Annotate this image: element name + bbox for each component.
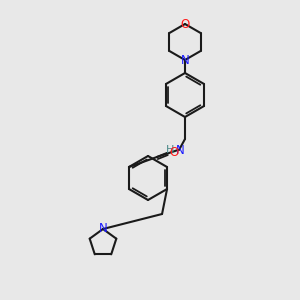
Text: N: N [176,143,185,157]
Text: O: O [180,17,190,31]
Text: N: N [99,223,107,236]
Text: H: H [166,145,174,155]
Text: O: O [169,146,178,158]
Text: N: N [181,53,189,67]
